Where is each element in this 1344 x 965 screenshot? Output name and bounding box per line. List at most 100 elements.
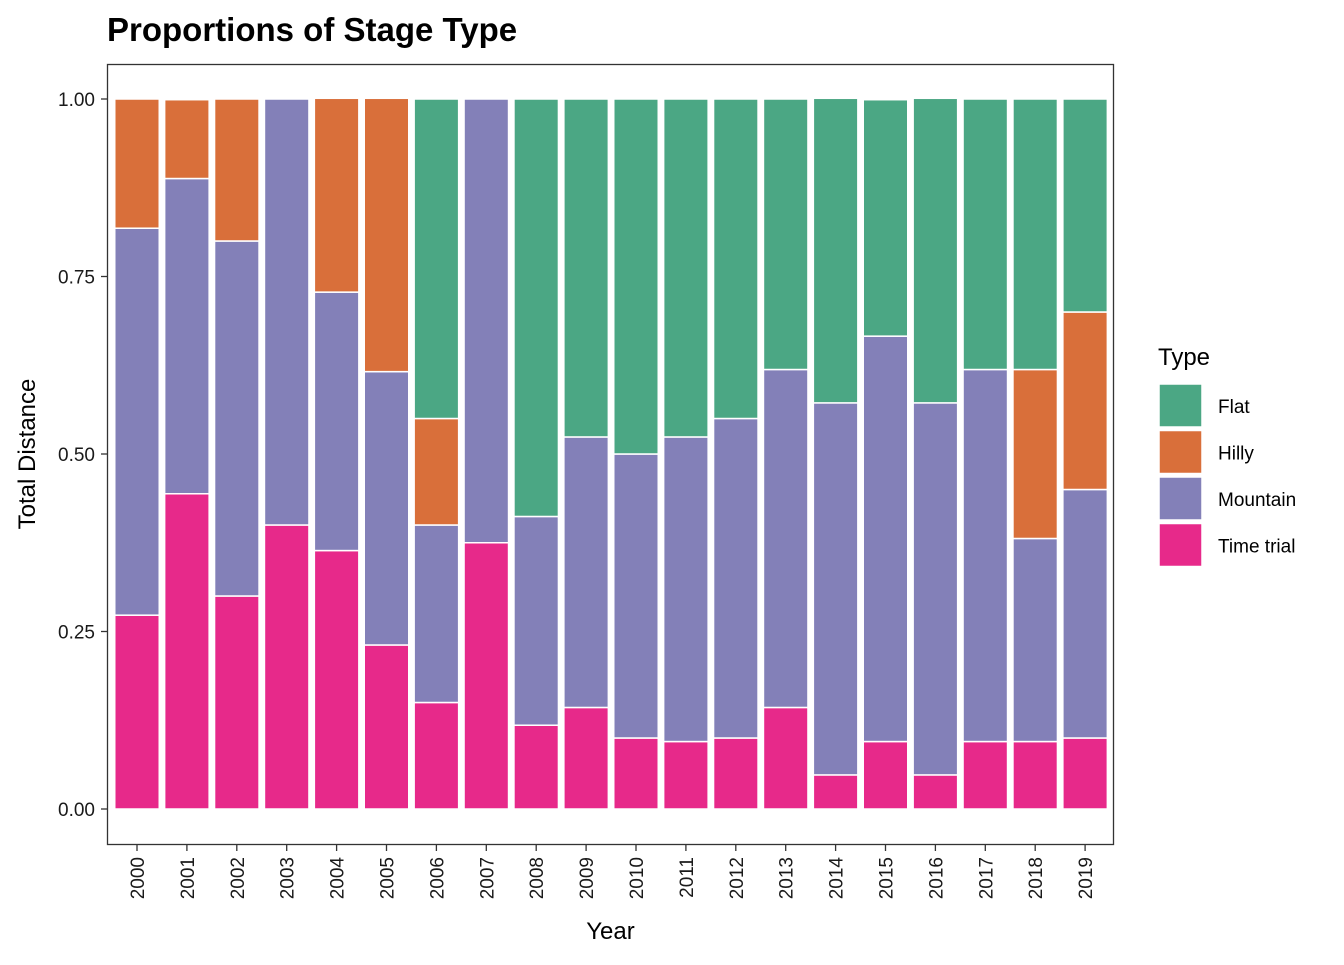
bar-2011-flat [662, 98, 709, 438]
bars-layer [114, 97, 1109, 810]
bar-2002-hilly [213, 98, 260, 242]
bar-2017-time-trial [962, 740, 1009, 810]
bar-2002-time-trial [213, 595, 260, 810]
bar-2015-flat [862, 98, 909, 337]
bar-2000-mountain [114, 227, 160, 616]
y-tick-label: 0.50 [58, 445, 95, 466]
bar-2019-hilly [1062, 311, 1109, 491]
bar-2000-hilly [114, 98, 160, 229]
legend-label-mountain: Mountain [1218, 490, 1296, 511]
bar-2013-time-trial [762, 706, 809, 810]
bar-2011-mountain [662, 436, 709, 743]
bar-2010-time-trial [613, 737, 659, 810]
x-tick-label-2005: 2005 [378, 857, 399, 899]
x-tick-label-2019: 2019 [1076, 857, 1097, 899]
bar-2014-flat [812, 97, 859, 404]
bar-2006-time-trial [413, 701, 460, 810]
x-tick-label-2003: 2003 [278, 857, 299, 899]
x-tick-label-2001: 2001 [178, 857, 199, 899]
x-tick-label-2013: 2013 [777, 857, 798, 899]
bar-2008-time-trial [513, 724, 560, 810]
bar-2001-hilly [163, 98, 210, 180]
x-tick-label-2015: 2015 [877, 857, 898, 899]
bar-2016-flat [912, 97, 959, 404]
bar-2017-mountain [962, 368, 1009, 743]
bar-2004-time-trial [313, 549, 360, 810]
legend-key-hilly [1158, 429, 1203, 475]
bar-2013-mountain [762, 368, 809, 709]
bar-2006-hilly [413, 417, 460, 526]
plot-panel-border [106, 63, 1115, 846]
x-tick-label-2014: 2014 [827, 857, 848, 900]
legend-label-hilly: Hilly [1218, 444, 1254, 465]
legend: Type Flat Hilly Mountain Time trial [1158, 344, 1296, 568]
bar-2001-mountain [163, 177, 210, 495]
x-tick-label-2009: 2009 [577, 857, 598, 899]
bar-2010-flat [613, 98, 659, 455]
bar-2012-time-trial [712, 737, 759, 810]
bar-2019-flat [1062, 98, 1109, 313]
x-tick-label-2016: 2016 [926, 857, 947, 899]
x-tick-label-2008: 2008 [527, 857, 548, 899]
x-tick-label-2002: 2002 [228, 857, 249, 899]
bar-2014-mountain [812, 402, 859, 776]
bar-2015-mountain [862, 335, 909, 743]
x-tick-label-2006: 2006 [427, 857, 448, 899]
bar-2018-flat [1012, 98, 1059, 371]
bar-2006-mountain [413, 524, 460, 704]
bar-2014-time-trial [812, 774, 859, 810]
legend-key-mountain [1158, 476, 1203, 521]
bar-2003-mountain [263, 98, 310, 526]
x-tick-label-2012: 2012 [727, 857, 748, 899]
legend-key-time-trial [1158, 522, 1203, 568]
bar-2019-time-trial [1062, 737, 1109, 810]
x-tick-label-2000: 2000 [128, 857, 149, 899]
x-tick-label-2007: 2007 [477, 857, 498, 899]
x-tick-label-2004: 2004 [328, 857, 349, 900]
legend-key-flat [1158, 383, 1203, 428]
bar-2005-hilly [363, 97, 410, 373]
x-tick-label-2017: 2017 [976, 857, 997, 899]
bar-2012-flat [712, 98, 759, 420]
bar-2016-mountain [912, 402, 959, 776]
y-tick-label: 0.75 [58, 268, 95, 289]
y-tick-label: 0.25 [58, 623, 95, 644]
bar-2008-mountain [513, 515, 560, 726]
bar-2004-hilly [313, 97, 360, 293]
bar-2013-flat [762, 98, 809, 371]
bar-2005-time-trial [363, 644, 410, 810]
bar-2004-mountain [313, 291, 360, 552]
bar-2018-hilly [1012, 368, 1059, 540]
bar-2008-flat [513, 98, 560, 518]
bar-2001-time-trial [163, 493, 210, 810]
legend-title: Type [1158, 344, 1210, 371]
bar-2011-time-trial [662, 740, 709, 810]
bar-2012-mountain [712, 417, 759, 739]
bar-2010-mountain [613, 453, 659, 739]
bar-2009-time-trial [563, 706, 610, 810]
y-tick-label: 0.00 [58, 800, 95, 821]
x-tick-label-2010: 2010 [627, 857, 648, 899]
bar-2009-mountain [563, 436, 610, 709]
bar-2009-flat [563, 98, 610, 438]
bar-2016-time-trial [912, 774, 959, 810]
bar-2002-mountain [213, 240, 260, 597]
bar-2005-mountain [363, 370, 410, 646]
bar-2007-mountain [463, 98, 510, 544]
x-tick-label-2018: 2018 [1026, 857, 1047, 899]
x-tick-label-2011: 2011 [677, 857, 698, 898]
legend-label-time-trial: Time trial [1218, 537, 1295, 558]
bar-2019-mountain [1062, 488, 1109, 739]
y-axis: 0.00 0.25 0.50 0.75 1.00 [58, 90, 107, 821]
x-axis-title: Year [586, 918, 635, 945]
bar-2006-flat [413, 98, 460, 420]
x-axis: 2000 2001 2002 2003 2004 2005 2006 2007 2008 2009… [128, 845, 1097, 899]
y-axis-title: Total Distance [14, 379, 41, 530]
bar-2018-mountain [1012, 537, 1059, 743]
bar-2007-time-trial [463, 542, 510, 810]
bar-2017-flat [962, 98, 1009, 371]
bar-2018-time-trial [1012, 740, 1059, 810]
bar-2015-time-trial [862, 740, 909, 810]
